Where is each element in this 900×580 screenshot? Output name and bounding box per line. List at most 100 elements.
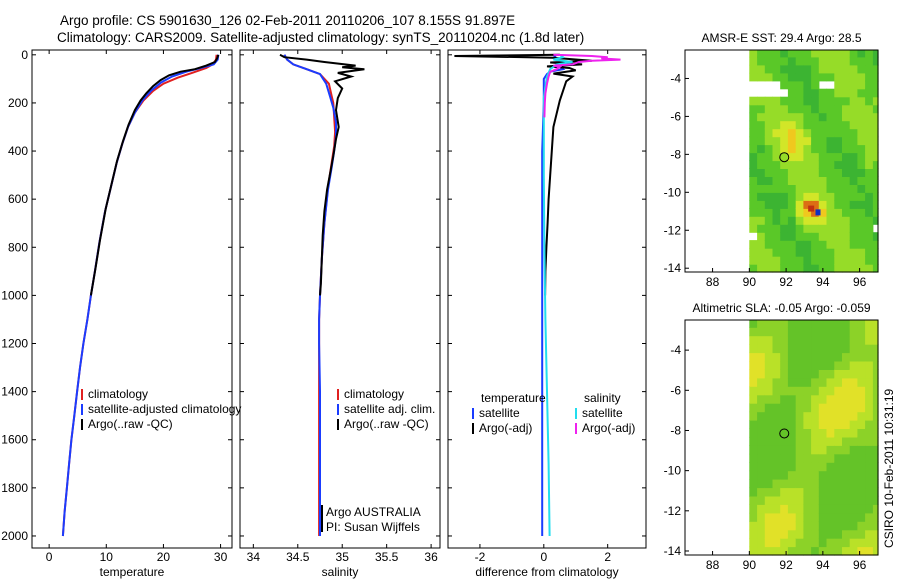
sla_map-cell: [826, 377, 835, 387]
salinity-xtick-label: 35.5: [375, 550, 399, 564]
sla_map-cell: [764, 453, 774, 463]
sst_map-cell: [787, 240, 797, 249]
sst_map-cell: [764, 184, 774, 193]
sla_map-cell: [757, 386, 766, 396]
sla_map-cell: [842, 335, 851, 345]
sst_map-cell: [780, 50, 789, 58]
sla_map-ytick-label: -8: [670, 423, 681, 437]
sst_map-cell: [849, 120, 858, 130]
sla_map-cell: [757, 504, 766, 514]
sst_map-cell: [834, 112, 843, 122]
sst_map-cell: [826, 96, 835, 106]
sla_map-cell: [849, 512, 858, 522]
sla_map-ytick-label: -14: [664, 544, 682, 558]
sst_map-cell: [749, 224, 758, 233]
sst_map-cell: [787, 192, 797, 201]
sst_map-cell: [865, 104, 874, 114]
sla_map-cell: [872, 344, 879, 354]
sst_map-cell: [749, 128, 758, 138]
sst_map-cell: [811, 216, 820, 225]
sla_map-cell: [780, 352, 789, 362]
salinity-annotation: Argo AUSTRALIA: [326, 505, 421, 519]
sla_map-cell: [857, 445, 866, 455]
difference-frame: [447, 49, 647, 549]
sst_map-cell: [865, 160, 874, 169]
sst_map-cell: [780, 160, 789, 169]
sst_map-cell: [865, 72, 874, 82]
sst_map-cell: [787, 200, 797, 209]
sla_map-cell: [842, 504, 851, 514]
sst_map-cell: [857, 168, 866, 177]
sst_map-cell: [795, 192, 804, 201]
salinity-xtick-label: 35: [336, 550, 350, 564]
sst_map-cell: [865, 88, 874, 98]
sla_map-cell: [818, 361, 828, 370]
sla_map-cell: [757, 369, 766, 379]
sst_map-cell: [865, 184, 874, 193]
sst_map-cell: [872, 72, 879, 82]
sla_map-cell: [826, 369, 835, 379]
sla_map-cell: [772, 352, 781, 362]
sla_map-cell: [857, 352, 866, 362]
sla_map-cell: [849, 403, 858, 413]
sla_map-cell: [780, 504, 789, 514]
sst_map-cell: [749, 248, 758, 257]
sst_map-cell: [772, 96, 781, 106]
sla_map-ytick-label: -10: [664, 464, 682, 478]
sla_map-cell: [803, 386, 812, 396]
sst_map-ytick-label: -12: [664, 223, 682, 237]
sla_map-cell: [865, 420, 874, 429]
sst_map-cell: [749, 112, 758, 122]
sla_map-cell: [749, 470, 758, 480]
sla_map-cell: [757, 512, 766, 522]
sla_map-cell: [849, 504, 858, 514]
sla_map-cell: [749, 352, 758, 362]
sst_map-cell: [757, 152, 766, 162]
sst_map-cell: [834, 56, 843, 66]
sla_map-cell: [818, 369, 828, 379]
difference-xtick-label: 0: [540, 550, 547, 564]
sla_map-cell: [772, 495, 781, 505]
sst_map-cell: [865, 216, 874, 225]
sst_map-cell: [818, 64, 828, 74]
sla_map-ytick-label: -12: [664, 504, 682, 518]
sla_map-cell: [818, 504, 828, 514]
sla_map-cell: [803, 361, 812, 370]
sla_map-cell: [757, 327, 766, 337]
sla_map-cell: [795, 512, 804, 522]
sla_map-cell: [849, 470, 858, 480]
sla_map-cell: [795, 394, 804, 404]
difference-series-salinity-argo-adj-: [543, 53, 621, 118]
sla_map-cell: [811, 453, 820, 463]
sla_map-cell: [818, 538, 828, 548]
temperature-ytick-label: 200: [8, 96, 28, 110]
salinity-series-argo-raw-qc-: [279, 53, 365, 296]
sst_map-cell: [757, 224, 766, 233]
sst_map-cell: [849, 160, 858, 169]
sst_map-cell: [818, 240, 828, 249]
header-line-2: Climatology: CARS2009. Satellite-adjuste…: [57, 30, 584, 45]
sla_map-cell: [787, 470, 797, 480]
sst_map-cell: [872, 176, 879, 185]
sst_map-cell: [795, 216, 804, 225]
sst_map-cell: [872, 104, 879, 114]
sla_map-cell: [811, 394, 820, 404]
sla_map-cell: [865, 352, 874, 362]
sla_map-cell: [849, 529, 858, 539]
sst_map-argo-marker: [779, 152, 790, 163]
sst_map-cell: [811, 160, 820, 169]
sla_map-cell: [772, 538, 781, 548]
sst_map-cell: [757, 208, 766, 217]
sla_map-cell: [757, 361, 766, 370]
sst_map-cell: [849, 216, 858, 225]
plots-layer: 0 10 20 30temperature0200400600800100012001…: [1, 31, 879, 579]
sst_map-cell: [849, 208, 858, 217]
sla_map-cell: [795, 487, 804, 497]
sst_map-cell: [857, 248, 866, 257]
sla_map-cell: [772, 327, 781, 337]
sla_map: 88 90 92 94 96 -4 -6 -8 -10 -12 -14 Altimetric SLA:…: [664, 301, 879, 572]
sla_map-cell: [764, 320, 774, 328]
sla_map-cell: [764, 335, 774, 345]
sla_map-cell: [818, 344, 828, 354]
